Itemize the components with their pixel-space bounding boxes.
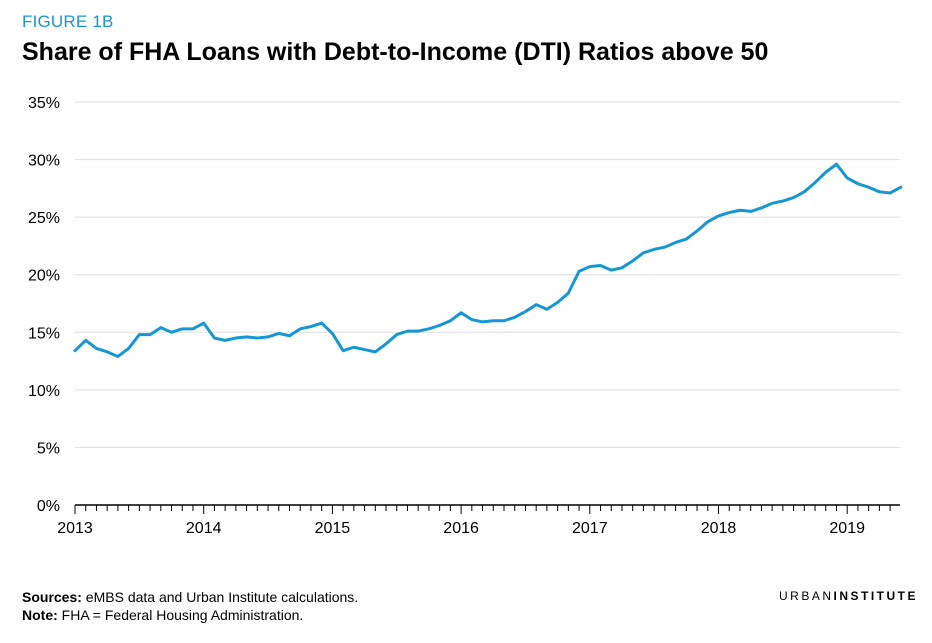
figure-label: FIGURE 1B — [22, 12, 114, 31]
x-tick-label: 2018 — [701, 520, 737, 537]
y-tick-label: 15% — [28, 325, 60, 342]
line-chart: 0%5%10%15%20%25%30%35% 2013 2014 2015 2016 2… — [28, 95, 903, 537]
y-tick-label: 25% — [28, 210, 60, 227]
urban-institute-logo: URBANINSTITUTE — [779, 589, 918, 603]
chart-title: Share of FHA Loans with Debt-to-Income (… — [22, 38, 769, 66]
note-label: Note: — [22, 607, 58, 623]
gridlines — [75, 101, 900, 448]
y-axis-tick-labels: 0% 5% 10% 15% 20% 25% 30% 35% — [28, 95, 60, 515]
sources-text: eMBS data and Urban Institute calculatio… — [81, 589, 359, 605]
y-tick-label: 10% — [28, 383, 60, 400]
note-line: Note: FHA = Federal Housing Administrati… — [22, 606, 358, 624]
x-tick-label: 2016 — [443, 520, 479, 537]
chart-notes: Sources: eMBS data and Urban Institute c… — [22, 588, 358, 624]
sources-label: Sources: — [22, 589, 82, 605]
x-tick-label: 2019 — [829, 520, 865, 537]
sources-line: Sources: eMBS data and Urban Institute c… — [22, 588, 358, 606]
x-tick-label: 2014 — [186, 520, 222, 537]
x-tick-label: 2017 — [572, 520, 608, 537]
series-line — [73, 162, 903, 358]
x-axis — [74, 504, 900, 514]
note-text: FHA = Federal Housing Administration. — [57, 607, 304, 623]
x-tick-label: 2015 — [315, 520, 351, 537]
y-tick-label: 0% — [37, 498, 60, 515]
y-tick-label: 30% — [28, 153, 60, 170]
x-tick-label: 2013 — [57, 520, 93, 537]
y-tick-label: 5% — [37, 440, 60, 457]
brand-part2: INSTITUTE — [833, 589, 918, 603]
x-axis-tick-labels: 2013 2014 2015 2016 2017 2018 2019 — [57, 520, 865, 537]
y-tick-label: 20% — [28, 268, 60, 285]
y-tick-label: 35% — [28, 95, 60, 112]
brand-part1: URBAN — [778, 589, 834, 603]
